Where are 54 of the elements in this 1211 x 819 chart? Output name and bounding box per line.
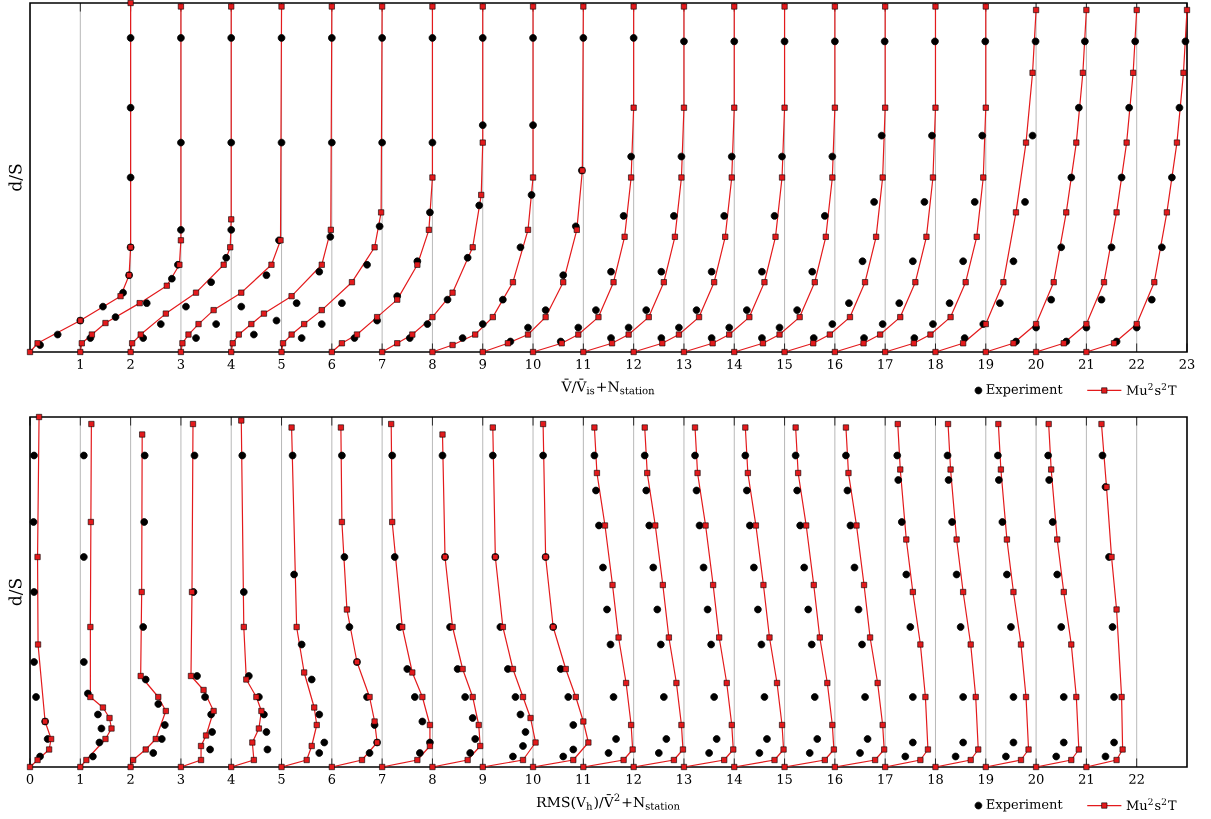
x-tick-label: 21 <box>1079 774 1093 784</box>
x-tick-label: 4 <box>227 359 235 369</box>
legend-label: Experiment <box>986 799 1063 812</box>
x-tick-label: 19 <box>979 359 994 369</box>
x-tick-label: 3 <box>177 359 185 369</box>
x-tick-label: 20 <box>1028 359 1044 369</box>
x-tick-label: 20 <box>1028 774 1044 784</box>
x-tick-label: 11 <box>576 359 590 369</box>
x-tick-label: 9 <box>479 774 487 784</box>
x-tick-label: 2 <box>127 359 134 369</box>
x-axis-title: V̄/V̄$_{is}$+N$_{station}$ <box>561 378 655 395</box>
x-tick-label: 18 <box>928 359 943 369</box>
x-tick-label: 7 <box>379 359 386 369</box>
x-tick-label: 10 <box>526 774 541 784</box>
x-tick-label: 1 <box>77 774 83 784</box>
x-tick-label: 6 <box>328 359 336 369</box>
x-tick-label: 19 <box>979 774 994 784</box>
y-axis-title: d/S <box>8 579 23 606</box>
x-tick-label: 12 <box>626 359 641 369</box>
x-tick-label: 0 <box>26 774 34 784</box>
x-tick-label: 3 <box>177 774 185 784</box>
x-tick-label: 11 <box>576 774 590 784</box>
x-tick-label: 5 <box>278 774 285 784</box>
x-tick-label: 1 <box>77 359 83 369</box>
x-tick-label: 14 <box>727 359 742 369</box>
x-tick-label: 12 <box>626 774 641 784</box>
y-axis-title: d/S <box>8 164 23 191</box>
x-tick-label: 10 <box>526 359 541 369</box>
x-tick-label: 15 <box>777 774 792 784</box>
x-tick-label: 13 <box>677 774 692 784</box>
x-tick-label: 23 <box>1179 359 1195 369</box>
x-tick-label: 8 <box>429 774 436 784</box>
x-tick-label: 18 <box>928 774 943 784</box>
x-tick-label: 17 <box>878 774 893 784</box>
x-tick-label: 13 <box>677 359 692 369</box>
x-tick-label: 15 <box>777 359 792 369</box>
x-tick-label: 16 <box>828 359 843 369</box>
x-axis-title: RMS(V$_{h}$)/V̄$^{2}$+N$_{station}$ <box>536 793 680 810</box>
x-tick-label: 5 <box>278 359 285 369</box>
x-tick-label: 14 <box>727 774 742 784</box>
x-tick-label: 2 <box>127 774 134 784</box>
x-tick-label: 16 <box>828 774 843 784</box>
x-tick-label: 17 <box>878 359 893 369</box>
x-tick-label: 9 <box>479 359 487 369</box>
x-tick-label: 8 <box>429 359 436 369</box>
legend-label: Mu$^{2}$s$^{2}$T <box>1126 798 1177 811</box>
x-tick-label: 7 <box>379 774 386 784</box>
legend-label: Mu$^{2}$s$^{2}$T <box>1126 383 1177 396</box>
x-tick-label: 22 <box>1129 774 1144 784</box>
x-tick-label: 4 <box>227 774 235 784</box>
x-tick-label: 6 <box>328 774 336 784</box>
legend-label: Experiment <box>986 384 1063 397</box>
x-tick-label: 21 <box>1079 359 1093 369</box>
x-tick-label: 22 <box>1129 359 1144 369</box>
